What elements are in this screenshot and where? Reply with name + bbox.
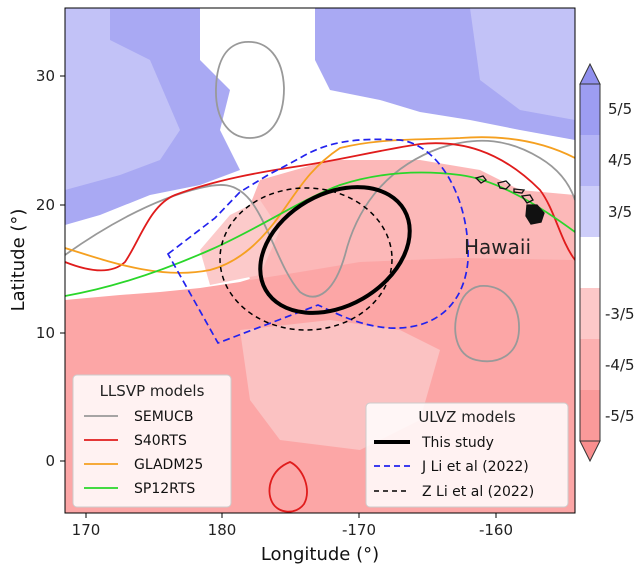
colorbar-frame — [579, 83, 601, 442]
llsvp-legend: LLSVP models SEMUCB S40RTS GLADM25 SP12R… — [72, 374, 232, 508]
ulvz-legend-title: ULVZ models — [418, 408, 516, 426]
colorbar-segment — [580, 186, 600, 237]
high-velocity-region-right-inner — [470, 8, 575, 120]
legend-label-z-li: Z Li et al (2022) — [422, 484, 534, 500]
gladm25-contour — [65, 136, 575, 274]
semucb-contour-north — [215, 41, 285, 139]
hawaii-island-molokai — [513, 188, 526, 194]
legend-label-gladm25: GLADM25 — [134, 457, 203, 473]
llsvp-legend-box — [72, 374, 232, 508]
z-li-2022-circle — [219, 187, 393, 331]
s40rts-contour — [65, 142, 575, 272]
s40rts-contour-south — [268, 461, 308, 513]
x-tick-label: 170 — [72, 521, 101, 539]
colorbar-label: -5/5 — [605, 407, 635, 425]
legend-label-sp12rts: SP12RTS — [134, 481, 195, 497]
y-tick-label: 10 — [36, 324, 55, 342]
x-axis: 170 180 -170 -160 Longitude (°) — [72, 513, 513, 565]
high-velocity-region-left-inner — [65, 8, 180, 190]
colorbar-segment — [580, 288, 600, 339]
colorbar: 5/5 4/5 3/5 -3/5 -4/5 -5/5 — [579, 62, 635, 463]
colorbar-label: -3/5 — [605, 305, 635, 323]
hawaii-island-big — [525, 204, 545, 225]
colorbar-top-arrow — [579, 62, 601, 85]
legend-label-j-li: J Li et al (2022) — [421, 459, 529, 475]
hawaii-label: Hawaii — [464, 235, 531, 259]
colorbar-label: 3/5 — [608, 203, 632, 221]
y-tick-label: 0 — [45, 452, 55, 470]
colorbar-bottom-arrow — [579, 440, 601, 463]
colorbar-segment — [580, 237, 600, 288]
this-study-ellipse — [258, 185, 412, 315]
legend-label-this-study: This study — [421, 435, 494, 451]
colorbar-segment — [580, 84, 600, 135]
y-axis: 0 10 20 30 Latitude (°) — [8, 67, 65, 470]
colorbar-segment — [580, 390, 600, 441]
hawaii-islands — [474, 175, 545, 225]
colorbar-label: 4/5 — [608, 151, 632, 169]
y-tick-label: 30 — [36, 67, 55, 85]
x-tick-label: -160 — [479, 521, 513, 539]
y-tick-label: 20 — [36, 196, 55, 214]
legend-label-s40rts: S40RTS — [134, 433, 187, 449]
y-axis-title: Latitude (°) — [8, 209, 29, 312]
hawaii-island-maui — [520, 194, 534, 204]
semucb-contour-east — [454, 285, 520, 363]
plot-frame — [64, 7, 576, 514]
hawaii-island-oahu — [497, 180, 511, 190]
x-tick-label: 180 — [208, 521, 237, 539]
hawaii-island-kauai — [474, 175, 487, 184]
colorbar-label: -4/5 — [605, 356, 635, 374]
legend-label-semucb: SEMUCB — [134, 409, 193, 425]
llsvp-legend-title: LLSVP models — [100, 382, 205, 400]
colorbar-segment — [580, 339, 600, 390]
x-axis-title: Longitude (°) — [261, 544, 379, 565]
x-tick-label: -170 — [342, 521, 376, 539]
j-li-2022-outline — [166, 138, 469, 345]
semucb-contour-main — [65, 139, 575, 298]
ulvz-legend-box — [365, 402, 569, 508]
ulvz-legend: ULVZ models This study J Li et al (2022)… — [365, 402, 569, 508]
colorbar-segment — [580, 135, 600, 186]
sp12rts-contour — [65, 171, 575, 297]
colorbar-label: 5/5 — [608, 100, 632, 118]
